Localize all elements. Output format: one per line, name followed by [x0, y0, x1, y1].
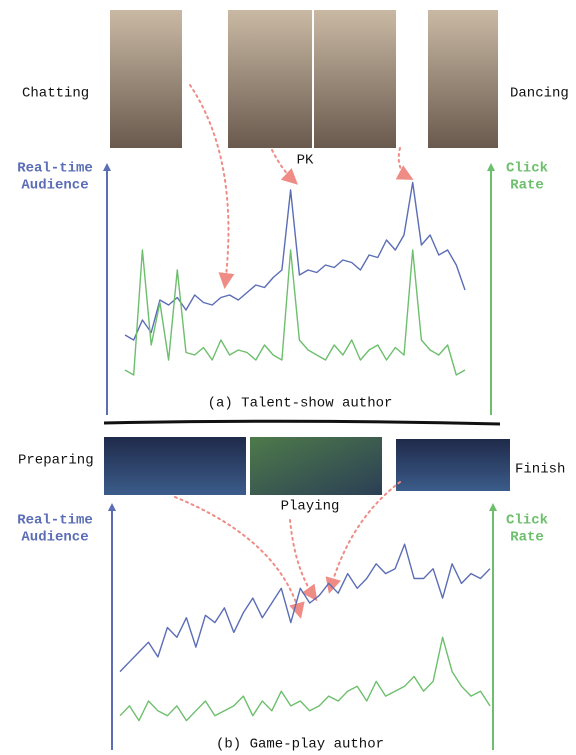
y2-axis-label: Click [506, 161, 548, 177]
series-line [120, 544, 490, 671]
screenshot [396, 439, 510, 491]
arrow [399, 148, 410, 178]
y2-axis-label: Click [506, 513, 548, 529]
screenshot [250, 437, 382, 495]
y2-axis-label: Rate [510, 178, 544, 194]
photo [110, 10, 182, 148]
y2-axis-label: Rate [510, 530, 544, 546]
arrow [290, 520, 315, 598]
y-axis-label: Real-time [17, 513, 93, 529]
y-axis-arrow [103, 163, 111, 171]
annotation: Preparing [18, 453, 94, 469]
arrow [190, 85, 228, 285]
screenshot [104, 437, 246, 495]
y2-axis-arrow [487, 163, 495, 171]
y-axis-label: Audience [21, 178, 88, 194]
arrow [330, 482, 400, 590]
y-axis-label: Audience [21, 530, 88, 546]
divider [312, 10, 314, 148]
annotation: Chatting [22, 86, 89, 102]
panel-title: (b) Game-play author [216, 737, 384, 753]
y2-axis-arrow [489, 503, 497, 511]
separator [104, 421, 500, 424]
y-axis-arrow [108, 503, 116, 511]
figure: Real-timeAudienceClickRateChattingPKDanc… [0, 0, 576, 755]
annotation: Playing [281, 499, 340, 515]
panel-title: (a) Talent-show author [208, 396, 393, 412]
y-axis-label: Real-time [17, 161, 93, 177]
annotation: PK [297, 153, 314, 169]
photo [428, 10, 498, 148]
annotation: Dancing [510, 86, 569, 102]
arrow [272, 150, 295, 182]
series-line [120, 637, 490, 720]
annotation: Finish [515, 462, 565, 478]
series-line [125, 250, 465, 375]
